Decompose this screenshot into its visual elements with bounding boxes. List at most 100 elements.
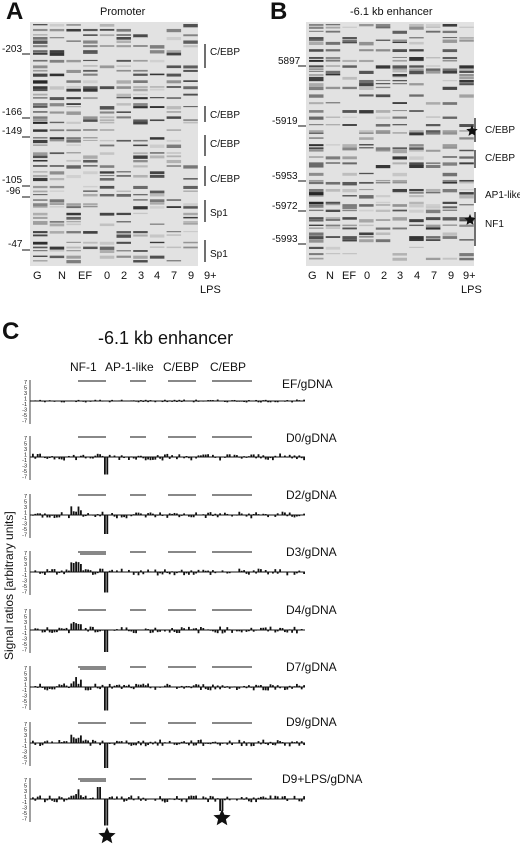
signal-bar <box>41 687 44 688</box>
gel-band <box>459 257 474 261</box>
gel-band <box>166 206 182 208</box>
gel-band <box>99 121 115 124</box>
signal-bar <box>238 568 241 572</box>
signal-bar <box>293 515 296 518</box>
signal-bar <box>94 683 97 687</box>
gel-band <box>409 41 424 45</box>
lane-label: 3 <box>138 270 145 282</box>
gel-band <box>409 201 424 205</box>
gel-band <box>49 121 65 124</box>
signal-bar <box>96 630 99 633</box>
signal-bar <box>262 400 265 401</box>
signal-bar <box>233 399 236 401</box>
signal-bar <box>300 571 303 573</box>
signal-bar <box>173 512 176 515</box>
signal-bar <box>154 569 157 572</box>
signal-bar <box>140 684 142 687</box>
signal-bar <box>144 743 147 747</box>
signal-bar <box>82 629 85 631</box>
signal-bar <box>219 626 221 630</box>
signal-bar <box>185 743 188 744</box>
signal-bar <box>221 743 224 744</box>
signal-bar <box>238 401 241 402</box>
signal-bar <box>65 400 68 402</box>
signal-bar <box>166 515 169 518</box>
signal-bar <box>197 569 200 572</box>
tick-label: -7 <box>22 705 27 711</box>
gel-band <box>325 253 341 255</box>
signal-bar <box>207 629 209 630</box>
tick-label: -7 <box>22 648 27 654</box>
site-label: C/EBP <box>485 153 516 164</box>
signal-bar <box>236 630 238 632</box>
gel-band <box>442 56 458 60</box>
signal-bar <box>63 457 65 461</box>
signal-bar <box>41 572 44 574</box>
lane-label: 0 <box>364 270 371 282</box>
signal-bar <box>101 401 104 402</box>
gel-band <box>66 106 81 108</box>
gel-band <box>183 106 198 108</box>
gel-band <box>359 132 374 134</box>
gel-band <box>459 68 474 72</box>
signal-bar <box>116 796 118 799</box>
signal-bar <box>130 630 133 632</box>
signal-bar <box>144 571 147 572</box>
lane-label: 4 <box>154 270 161 282</box>
gel-band <box>183 45 198 48</box>
gel-band <box>442 86 458 90</box>
lane-label: 9 <box>448 270 455 282</box>
signal-bar <box>75 401 77 403</box>
gel-band <box>392 124 407 126</box>
gel-band <box>116 212 131 216</box>
signal-bar <box>238 457 241 458</box>
signal-bar <box>200 739 202 743</box>
gel-band <box>133 88 148 92</box>
gel-band <box>342 217 357 220</box>
signal-bar <box>245 401 248 403</box>
signal-bar <box>44 799 46 803</box>
gel-band <box>33 152 48 156</box>
site-label: NF-1 <box>70 360 97 374</box>
lane-label: 4 <box>414 270 421 282</box>
signal-bar <box>219 687 221 690</box>
signal-bar <box>176 796 178 799</box>
signal-bar <box>44 401 46 403</box>
gel-band <box>409 37 424 39</box>
gel-band <box>133 139 148 142</box>
signal-bar <box>214 687 217 690</box>
signal-bar <box>178 515 181 518</box>
signal-bar <box>32 515 34 516</box>
gel-band <box>66 260 81 264</box>
gel-band <box>66 88 81 92</box>
signal-bar <box>84 687 87 691</box>
signal-bar <box>176 743 178 746</box>
signal-bar <box>245 797 248 799</box>
signal-bar <box>281 796 284 799</box>
gel-band <box>149 59 165 63</box>
signal-bar <box>106 572 109 593</box>
lane-label: G <box>33 270 42 282</box>
signal-bar <box>274 569 277 572</box>
gel-band <box>83 193 98 197</box>
signal-bar <box>226 572 229 574</box>
gel-band <box>409 110 424 112</box>
signal-bar <box>46 569 49 572</box>
gel-band <box>99 24 115 27</box>
signal-bar <box>140 400 142 401</box>
gel-band <box>359 188 374 191</box>
gel-band <box>375 116 391 119</box>
gel-band <box>183 165 198 169</box>
signal-bar <box>188 626 190 630</box>
gel-band <box>99 223 115 227</box>
signal-bar <box>60 512 63 515</box>
signal-bar <box>228 401 231 402</box>
signal-bar <box>135 457 137 460</box>
gel-band <box>375 209 391 212</box>
signal-bar <box>204 400 207 402</box>
signal-bar <box>89 457 92 459</box>
gel-band <box>425 209 441 214</box>
signal-bar <box>34 457 37 459</box>
gel-band <box>442 68 458 71</box>
gel-band <box>49 221 65 223</box>
